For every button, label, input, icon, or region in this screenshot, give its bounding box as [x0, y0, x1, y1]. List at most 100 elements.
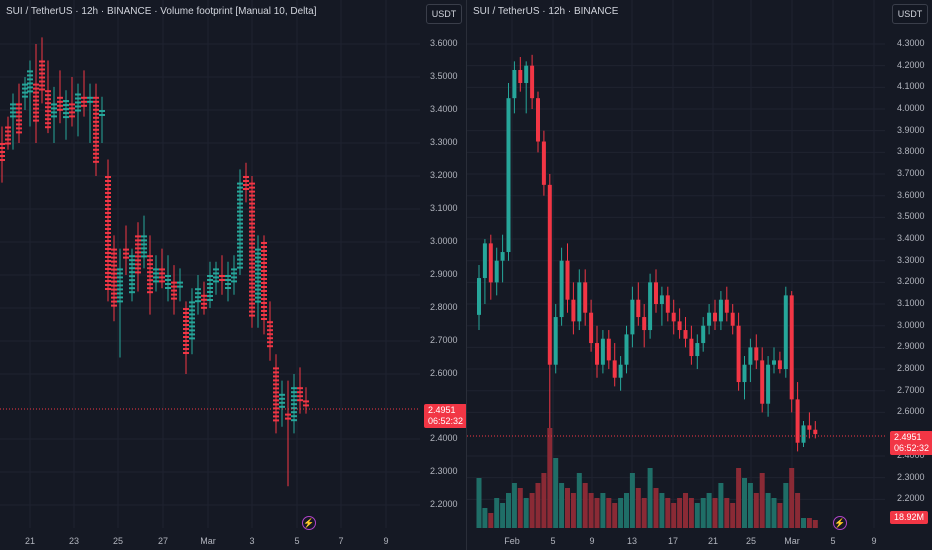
- footprint-row: [105, 252, 111, 254]
- time-tick: Feb: [504, 536, 520, 546]
- footprint-row: [237, 230, 243, 233]
- footprint-row: [249, 262, 255, 265]
- candlestick-chart-canvas[interactable]: [467, 0, 932, 550]
- volume-bar: [712, 498, 718, 528]
- right-y-tick: 3.3000: [897, 254, 925, 265]
- pane-divider[interactable]: [466, 0, 467, 550]
- left-y-tick: 3.1000: [430, 203, 458, 213]
- volume-bar: [747, 483, 753, 528]
- candlestick-chart-pane[interactable]: SUI / TetherUS · 12h · BINANCE USDT 4.30…: [467, 0, 932, 550]
- lightning-icon[interactable]: ⚡: [302, 516, 316, 530]
- volume-bar: [653, 488, 659, 528]
- candle-body: [683, 330, 688, 339]
- volume-bar: [612, 503, 618, 528]
- footprint-row: [237, 234, 243, 237]
- footprint-row: [261, 318, 267, 320]
- volume-bar: [801, 518, 806, 528]
- right-last-price-tag: 2.4951 06:52:32: [890, 431, 932, 455]
- volume-bar: [494, 498, 500, 528]
- left-y-tick: 3.6000: [430, 38, 458, 48]
- candle-body: [589, 312, 594, 344]
- candle-body: [813, 429, 818, 435]
- footprint-row: [303, 404, 309, 407]
- footprint-row: [147, 267, 153, 270]
- footprint-row: [273, 415, 279, 418]
- footprint-row: [249, 266, 255, 269]
- footprint-row: [171, 281, 177, 284]
- right-y-tick: 2.4000: [897, 450, 925, 460]
- volume-bar: [600, 493, 606, 528]
- volume-bar: [476, 478, 482, 528]
- footprint-row: [10, 115, 16, 118]
- footprint-row: [159, 272, 165, 275]
- left-last-price: 2.4951: [428, 405, 456, 415]
- footprint-row: [63, 100, 69, 103]
- footprint-row: [291, 407, 297, 410]
- footprint-chart-canvas[interactable]: [0, 0, 466, 550]
- footprint-row: [249, 194, 255, 197]
- footprint-row: [183, 320, 189, 322]
- footprint-row: [177, 281, 183, 284]
- footprint-row: [273, 391, 279, 394]
- volume-bar: [783, 483, 789, 528]
- footprint-row: [255, 288, 261, 291]
- footprint-row: [207, 291, 213, 293]
- lightning-icon[interactable]: ⚡: [833, 516, 847, 530]
- footprint-row: [255, 260, 261, 263]
- footprint-row: [135, 247, 141, 250]
- volume-bar: [730, 503, 736, 528]
- right-currency-button[interactable]: USDT: [892, 4, 928, 24]
- candle-body: [766, 364, 771, 404]
- footprint-row: [51, 107, 57, 110]
- candle-body: [524, 65, 529, 84]
- footprint-chart-pane[interactable]: SUI / TetherUS · 12h · BINANCE · Volume …: [0, 0, 466, 550]
- footprint-row: [111, 276, 117, 279]
- footprint-row: [291, 387, 297, 390]
- footprint-row: [273, 403, 279, 406]
- footprint-row: [183, 312, 189, 314]
- time-tick: Mar: [200, 536, 216, 546]
- footprint-row: [51, 111, 57, 114]
- footprint-row: [243, 176, 249, 178]
- footprint-row: [105, 188, 111, 190]
- footprint-row: [117, 300, 123, 303]
- left-currency-button[interactable]: USDT: [426, 4, 462, 24]
- volume-bar: [688, 498, 694, 528]
- footprint-row: [249, 222, 255, 225]
- footprint-row: [249, 242, 255, 245]
- candle-body: [618, 364, 623, 378]
- footprint-row: [135, 235, 141, 238]
- right-y-tick: 3.6000: [897, 189, 925, 200]
- footprint-row: [255, 268, 261, 271]
- footprint-row: [255, 300, 261, 303]
- footprint-row: [39, 68, 45, 71]
- footprint-row: [237, 258, 243, 261]
- footprint-row: [237, 262, 243, 265]
- volume-bar: [736, 468, 742, 528]
- footprint-row: [27, 82, 33, 85]
- footprint-row: [291, 419, 297, 422]
- footprint-row: [75, 97, 81, 100]
- volume-bar: [700, 498, 706, 528]
- volume-bar: [517, 488, 523, 528]
- footprint-row: [105, 216, 111, 218]
- volume-bar: [635, 488, 641, 528]
- candle-body: [482, 243, 487, 279]
- footprint-row: [111, 292, 117, 295]
- footprint-row: [22, 83, 28, 86]
- footprint-row: [16, 127, 22, 130]
- candle-body: [701, 325, 706, 344]
- candle-body: [724, 299, 729, 313]
- footprint-row: [237, 206, 243, 209]
- candle-body: [606, 338, 611, 361]
- footprint-row: [129, 279, 135, 282]
- footprint-row: [0, 147, 5, 149]
- time-tick: 9: [383, 536, 389, 546]
- footprint-row: [105, 272, 111, 274]
- candle-body: [707, 312, 712, 326]
- footprint-row: [93, 156, 99, 159]
- volume-bar: [718, 483, 724, 528]
- right-y-tick: 2.7000: [897, 384, 925, 395]
- footprint-row: [117, 272, 123, 275]
- candle-body: [583, 282, 588, 313]
